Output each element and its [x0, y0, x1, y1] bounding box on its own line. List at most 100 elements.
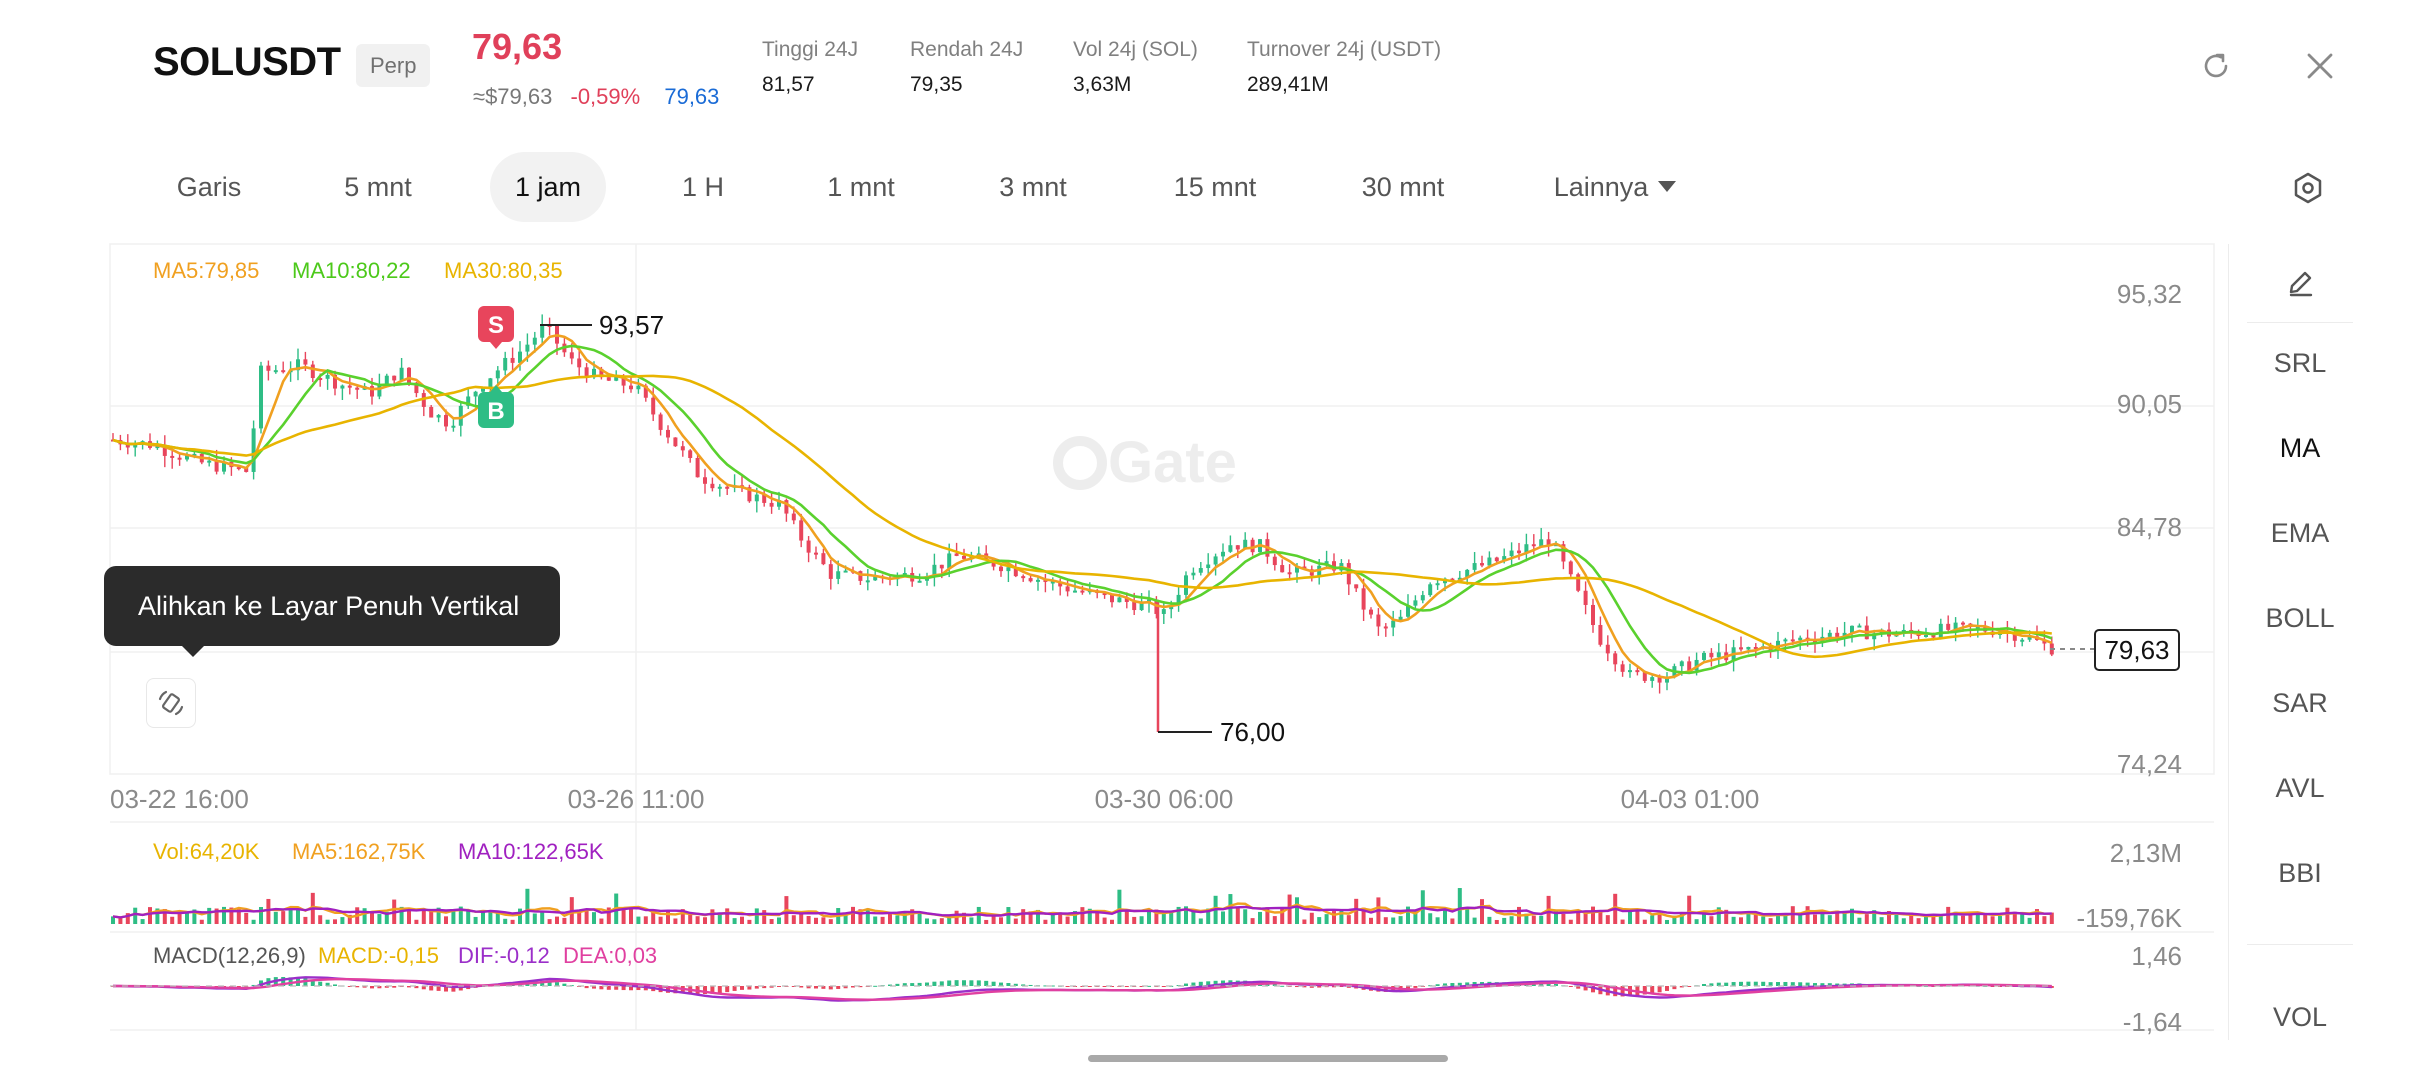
- volume-bar: [1561, 913, 1566, 924]
- macd-histogram-bar: [1280, 985, 1285, 987]
- macd-layer: [110, 976, 2054, 1002]
- interval-1d[interactable]: 1 H: [681, 172, 725, 202]
- macd-histogram-bar: [1465, 982, 1470, 986]
- volume-bar: [584, 908, 589, 924]
- candle-body: [1480, 563, 1484, 566]
- candle-body: [429, 406, 434, 418]
- candle-body: [902, 573, 907, 576]
- chart-area[interactable]: Gate MA5:79,85 MA10:80,22 MA30:80,35 95,…: [0, 240, 2436, 1040]
- volume-bar: [1798, 914, 1803, 924]
- volume-bar: [828, 919, 833, 924]
- macd-histogram-bar: [1339, 986, 1344, 988]
- interval-more-dropdown[interactable]: Lainnya: [1540, 152, 1690, 222]
- candle-body: [1975, 626, 1980, 629]
- rotate-screen-icon[interactable]: [2196, 46, 2236, 86]
- candle-body: [1961, 622, 1965, 625]
- volume-bar: [1332, 911, 1336, 924]
- symbol-title[interactable]: SOLUSDT: [153, 40, 341, 84]
- tool-sar[interactable]: SAR: [2272, 688, 2328, 718]
- volume-bar: [347, 914, 352, 924]
- candle-body: [710, 483, 715, 489]
- volume-bar: [969, 917, 974, 924]
- interval-5m[interactable]: 5 mnt: [344, 172, 412, 202]
- interval-1h[interactable]: 1 jam: [490, 152, 606, 222]
- mark-price: 79,63: [664, 84, 720, 109]
- pencil-icon[interactable]: [2229, 266, 2371, 306]
- candle-body: [1813, 640, 1817, 643]
- macd-histogram-bar: [673, 986, 678, 994]
- candle-body: [962, 555, 966, 559]
- macd-histogram-bar: [1568, 986, 1573, 987]
- macd-histogram-bar: [414, 986, 419, 989]
- macd-axis-top: 1,46: [2131, 941, 2182, 971]
- tool-boll[interactable]: BOLL: [2265, 603, 2335, 633]
- candle-body: [1620, 664, 1625, 672]
- candle-body: [1413, 600, 1418, 606]
- macd-histogram-bar: [421, 986, 426, 990]
- macd-histogram-bar: [732, 986, 737, 991]
- macd-histogram-bar: [1383, 986, 1388, 992]
- candle-body: [1191, 572, 1196, 576]
- candle-body: [814, 552, 818, 555]
- candle-body: [466, 396, 471, 406]
- volume-bar: [1235, 908, 1240, 924]
- close-icon[interactable]: [2300, 46, 2340, 86]
- volume-bar: [1568, 919, 1573, 924]
- interval-1m[interactable]: 1 mnt: [827, 172, 895, 202]
- volume-bar: [1265, 907, 1270, 924]
- volume-bar: [806, 916, 811, 924]
- interval-15m[interactable]: 15 mnt: [1173, 172, 1257, 202]
- volume-bar: [1502, 917, 1507, 924]
- candle-body: [806, 540, 811, 553]
- macd-histogram-bar: [333, 984, 337, 986]
- tool-srl[interactable]: SRL: [2273, 348, 2327, 378]
- interval-3m[interactable]: 3 mnt: [999, 172, 1067, 202]
- tool-ema[interactable]: EMA: [2270, 518, 2330, 548]
- macd-histogram-bar: [562, 983, 567, 986]
- volume-bar: [481, 911, 485, 924]
- price-axis-label: 74,24: [2117, 749, 2182, 779]
- candle-body: [1361, 588, 1366, 610]
- candle-body: [651, 397, 656, 415]
- volume-bar: [540, 911, 545, 924]
- macd-histogram-bar: [1716, 982, 1721, 986]
- volume-bar: [407, 909, 411, 924]
- volume-bar: [458, 906, 463, 924]
- volume-bar: [673, 918, 678, 924]
- tool-avl[interactable]: AVL: [2275, 773, 2325, 803]
- volume-bar: [1302, 919, 1307, 924]
- candle-body: [325, 374, 330, 379]
- volume-bar: [1694, 919, 1699, 924]
- candle-body: [836, 571, 841, 579]
- macd-histogram-bar: [1472, 981, 1477, 986]
- tool-ma[interactable]: MA: [2279, 433, 2321, 463]
- macd-histogram-bar: [1679, 986, 1684, 988]
- macd-histogram-bar: [1702, 984, 1706, 986]
- volume-bar: [503, 918, 508, 924]
- interval-line[interactable]: Garis: [176, 172, 242, 202]
- tool-bbi[interactable]: BBI: [2278, 858, 2322, 888]
- sell-marker[interactable]: [478, 306, 514, 342]
- candlestick-chart[interactable]: Gate MA5:79,85 MA10:80,22 MA30:80,35 95,…: [0, 240, 2436, 1040]
- volume-bar: [1383, 917, 1388, 924]
- interval-30m[interactable]: 30 mnt: [1361, 172, 1445, 202]
- tool-vol[interactable]: VOL: [2272, 1002, 2328, 1032]
- volume-bar: [1783, 914, 1788, 924]
- buy-marker[interactable]: [478, 392, 514, 428]
- candle-body: [1354, 584, 1359, 589]
- volume-bar: [296, 907, 300, 924]
- volume-bar: [1539, 915, 1544, 924]
- rotate-orientation-icon[interactable]: [146, 678, 196, 728]
- volume-bar: [288, 906, 293, 924]
- volume-bar: [932, 919, 937, 924]
- volume-bar: [148, 907, 152, 924]
- volume-bar: [1065, 916, 1070, 924]
- candle-body: [658, 414, 663, 430]
- volume-bar: [621, 908, 626, 924]
- candle-body: [133, 443, 138, 448]
- macd-histogram-bar: [1028, 984, 1033, 986]
- settings-hexagon-icon[interactable]: [2290, 168, 2326, 208]
- candle-body: [1147, 599, 1151, 602]
- candle-body: [1746, 646, 1751, 650]
- volume-bar: [1206, 908, 1211, 924]
